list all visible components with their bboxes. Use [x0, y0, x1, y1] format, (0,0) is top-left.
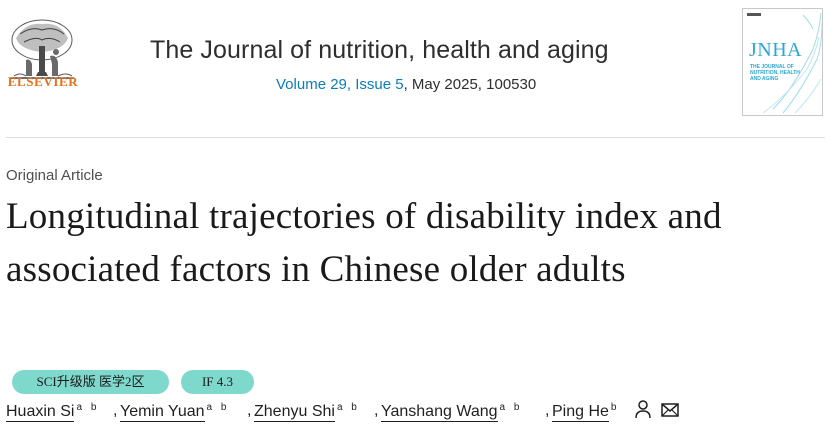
person-icon[interactable]: [634, 399, 652, 419]
author-link[interactable]: Zhenyu Shi a b: [254, 402, 360, 422]
date-id: , May 2025, 100530: [403, 76, 537, 93]
author-separator: ,: [113, 402, 118, 419]
author-name[interactable]: Yemin Yuan: [120, 403, 205, 422]
author-link[interactable]: Yanshang Wang a b: [381, 402, 523, 422]
article-title: Longitudinal trajectories of disability …: [6, 196, 722, 290]
author-name[interactable]: Ping He: [552, 403, 609, 422]
volume-issue-link[interactable]: Volume 29, Issue 5: [276, 76, 404, 93]
author-link[interactable]: Huaxin Si a b: [6, 402, 100, 422]
author-separator: ,: [545, 402, 550, 419]
journal-title[interactable]: The Journal of nutrition, health and agi…: [150, 36, 609, 64]
sci-ranking-badge[interactable]: SCI升级版 医学2区: [12, 370, 169, 394]
author-affiliation[interactable]: b: [610, 402, 620, 413]
article-header: ELSEVIER The Journal of nutrition, healt…: [0, 0, 829, 137]
elsevier-tree-logo[interactable]: [6, 6, 78, 96]
author-name[interactable]: Huaxin Si: [6, 403, 75, 422]
author-affiliation[interactable]: a b: [206, 402, 230, 413]
author-separator: ,: [374, 402, 379, 419]
author-link[interactable]: Ping He b: [552, 402, 620, 422]
mail-icon[interactable]: [661, 403, 679, 417]
cover-title: JNHA: [749, 39, 803, 61]
publisher-name: ELSEVIER: [7, 74, 79, 89]
author-separator: ,: [247, 402, 252, 419]
author-affiliation[interactable]: a b: [76, 402, 100, 413]
author-name[interactable]: Yanshang Wang: [381, 403, 498, 422]
author-link[interactable]: Yemin Yuan a b: [120, 402, 230, 422]
author-name[interactable]: Zhenyu Shi: [254, 403, 335, 422]
header-divider: [6, 137, 825, 138]
article-type: Original Article: [6, 167, 103, 184]
cover-swirl-graphic: [747, 12, 822, 114]
citation: Volume 29, Issue 5, May 2025, 100530: [276, 76, 536, 93]
author-affiliation[interactable]: a b: [336, 402, 360, 413]
author-affiliation[interactable]: a b: [499, 402, 523, 413]
impact-factor-badge[interactable]: IF 4.3: [181, 370, 254, 394]
cover-subtitle: THE JOURNAL OF NUTRITION, HEALTH AND AGI…: [750, 64, 800, 82]
journal-cover[interactable]: JNHA THE JOURNAL OF NUTRITION, HEALTH AN…: [742, 8, 823, 116]
